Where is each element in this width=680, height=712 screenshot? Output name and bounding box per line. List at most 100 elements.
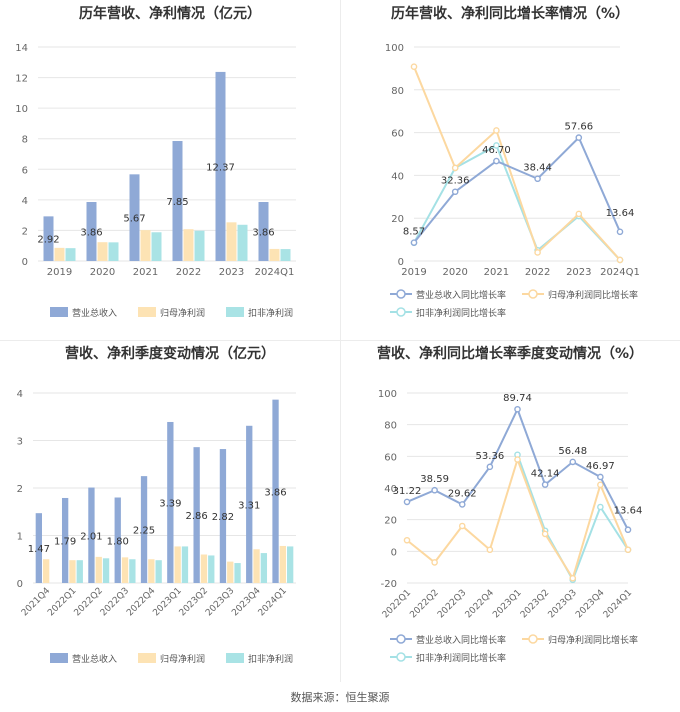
bar-3 [151,232,162,261]
bar-2 [200,554,208,583]
data-label: 57.66 [564,122,593,133]
bar-2 [148,559,155,583]
x-tick-label: 2019 [47,267,72,278]
x-tick-label: 2024Q1 [602,588,634,620]
point-1 [514,405,521,413]
bar-2 [140,230,151,261]
point-1 [486,463,494,471]
bar-2 [279,545,287,583]
legend-label: 营业总收入 [72,653,117,665]
bar-1 [35,513,42,583]
point-2 [431,559,438,566]
bar-1 [172,141,183,261]
bar-3 [287,546,294,583]
point-1 [458,501,466,508]
bar-3 [181,546,189,583]
data-label: 13.64 [606,208,635,219]
bar-3 [260,553,268,583]
series-line-2 [413,66,621,261]
data-label: 89.74 [503,393,532,404]
x-tick-label: 2022 [176,267,201,278]
bar-2 [174,546,181,583]
bar-1 [114,497,121,583]
y-tick-label: 60 [391,129,404,140]
annual-growth-rate-chart: 历年营收、净利同比增长率情况（%） 0 20 40 60 80 100 2019 2020 202… [385,5,640,319]
legend-swatch [50,653,68,663]
data-source-note: 数据来源：恒生聚源 [290,691,390,704]
bar-2 [226,222,237,261]
y-tick-label: 20 [384,516,397,527]
y-tick-label: 0 [398,257,404,268]
bar-3 [194,230,205,261]
point-1 [569,458,577,466]
legend-label: 归母净利润同比增长率 [548,289,638,301]
legend-label: 扣非净利润同比增长率 [416,652,506,664]
point-2 [451,164,459,172]
legend-marker [396,634,406,644]
bar-2 [69,560,76,583]
data-label: 32.36 [441,176,470,187]
x-tick-label: 2023Q2 [519,588,551,620]
legend-swatch [138,653,156,663]
data-label: 3.86 [80,227,102,238]
bar-2 [227,561,234,583]
bar-1 [167,421,174,583]
point-2 [534,249,541,256]
bar-2 [183,229,194,261]
x-tick-label: 2022Q4 [464,588,497,621]
x-tick-label: 2021 [484,267,509,278]
y-tick-label: 8 [22,135,28,146]
legend-label: 扣非净利润同比增长率 [416,307,506,319]
chart-title: 营收、净利季度变动情况（亿元） [65,345,275,362]
legend-label: 归母净利润 [160,307,205,319]
data-label: 3.31 [238,500,260,511]
data-label: 2.82 [212,512,234,523]
point-3 [493,142,500,149]
bar-1 [272,399,279,583]
x-tick-label: 2024Q1 [600,267,640,278]
x-tick-label: 2022Q1 [381,588,413,620]
series-line-3 [413,144,621,261]
y-tick-label: 4 [22,196,28,207]
x-tick-label: 2023Q3 [547,588,579,620]
bar-2 [253,549,260,583]
x-tick-label: 2023Q4 [574,588,607,621]
point-2 [458,522,466,530]
x-tick-label: 2024Q1 [255,267,295,278]
bar-1 [219,449,227,583]
data-label: 56.48 [558,446,587,457]
data-label: 31.22 [393,486,422,497]
legend-marker [396,307,406,317]
chart-title: 历年营收、净利情况（亿元） [79,5,261,22]
y-tick-label: 0 [22,257,28,268]
point-1 [597,473,604,481]
y-tick-label: 2 [22,226,28,237]
point-2 [541,530,549,538]
data-label: 13.64 [614,506,643,517]
y-tick-label: 3 [17,437,23,448]
point-2 [616,256,624,264]
horizontal-divider [0,340,680,341]
x-tick-label: 2022Q2 [408,588,440,620]
data-label: 42.14 [531,469,560,480]
legend-label: 营业总收入同比增长率 [416,634,506,646]
legend-label: 营业总收入同比增长率 [416,289,506,301]
legend-swatch [138,307,156,317]
y-tick-label: 1 [17,532,23,543]
data-label: 3.86 [252,227,274,238]
legend-marker [528,634,538,644]
y-tick-label: 60 [384,452,397,463]
legend-marker [528,289,538,299]
x-tick-label: 2023 [566,267,591,278]
y-tick-label: 80 [384,421,397,432]
bar-1 [215,71,226,261]
y-tick-label: 100 [385,43,404,54]
bar-1 [88,487,95,583]
chart-title: 历年营收、净利同比增长率情况（%） [391,5,629,22]
data-label: 2.01 [80,531,102,542]
bar-3 [108,242,119,261]
point-1 [624,526,632,534]
point-1 [403,498,411,506]
bar-3 [234,563,241,583]
data-label: 2.92 [37,235,59,246]
